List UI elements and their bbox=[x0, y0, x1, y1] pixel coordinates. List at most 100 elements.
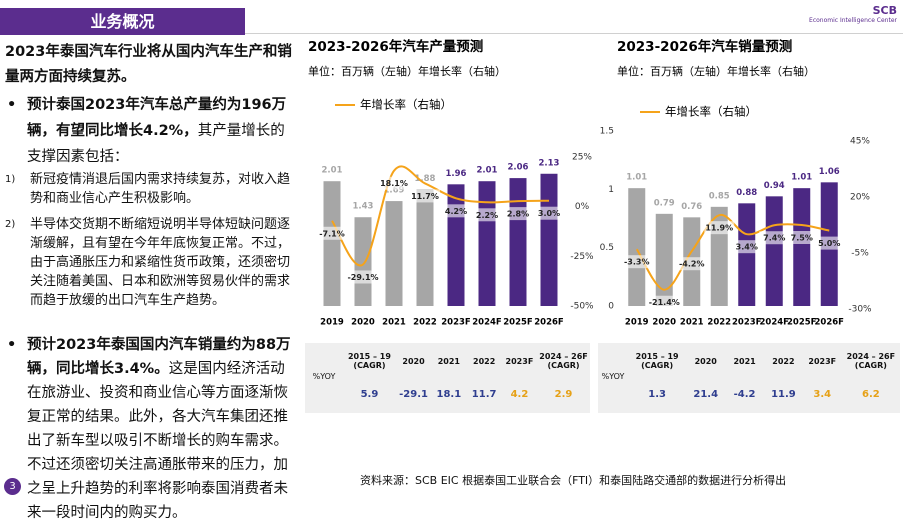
y-tick-label: 0.5 bbox=[600, 243, 614, 253]
row-label: %YOY bbox=[312, 371, 336, 381]
y-tick-label: 1.5 bbox=[600, 127, 614, 137]
bar bbox=[655, 213, 673, 306]
bar-value-label: 2.01 bbox=[322, 166, 343, 176]
list-item: 1) 新冠疫情消退后国内需求持续复苏，对收入趋势和商业信心产生积极影响。 bbox=[5, 170, 297, 208]
label-box bbox=[317, 226, 347, 240]
header-rule bbox=[245, 33, 903, 34]
y2-tick-label: -5% bbox=[851, 249, 869, 259]
y-tick-label: 0 bbox=[608, 302, 614, 312]
table-value: 5.9 bbox=[360, 388, 379, 400]
logo-subtitle: Economic Intelligence Center bbox=[809, 17, 897, 24]
x-tick-label: 2022 bbox=[413, 318, 437, 328]
x-tick-label: 2021 bbox=[680, 318, 704, 328]
label-box bbox=[621, 255, 652, 269]
table-value: 3.4 bbox=[813, 388, 832, 400]
x-tick-label: 2025F bbox=[503, 318, 533, 328]
growth-label: 7.4% bbox=[763, 234, 785, 243]
y2-tick-label: 45% bbox=[850, 137, 870, 147]
heading: 2023年泰国汽车行业将从国内汽车生产和销量两方面持续复苏。 bbox=[5, 44, 292, 85]
chart-title: 2023-2026年汽车销量预测 bbox=[617, 38, 792, 55]
column-header: 2023F bbox=[808, 356, 837, 366]
x-tick-label: 2026F bbox=[534, 318, 564, 328]
x-tick-label: 2023F bbox=[441, 318, 471, 328]
chart-subtitle: 单位：百万辆（左轴）年增长率（右轴） bbox=[308, 64, 506, 78]
bar bbox=[416, 189, 434, 306]
bar-value-label: 1.06 bbox=[819, 167, 840, 177]
label-box bbox=[472, 208, 502, 222]
bar bbox=[628, 188, 646, 306]
table-value: 21.4 bbox=[693, 388, 719, 400]
growth-label: 18.1% bbox=[380, 179, 408, 188]
bullet: • 预计2023年泰国国内汽车销量约为88万辆，同比增长3.4%。这是国内经济活动… bbox=[5, 333, 295, 525]
bar bbox=[509, 178, 527, 306]
section-title: 业务概况 bbox=[0, 8, 245, 35]
y2-tick-label: 25% bbox=[572, 153, 592, 163]
label-box bbox=[410, 189, 440, 203]
list-item: 2) 半导体交货期不断缩短说明半导体短缺问题逐渐缓解，且有望在今年年底恢复正常。不… bbox=[5, 215, 297, 310]
label-box bbox=[676, 257, 707, 271]
table-value: 11.7 bbox=[471, 388, 497, 400]
table-value: 2.9 bbox=[554, 388, 573, 400]
label-box bbox=[649, 295, 680, 309]
y-tick-label: 1 bbox=[608, 185, 614, 195]
chart-subtitle: 单位：百万辆（左轴）年增长率（右轴） bbox=[617, 64, 815, 78]
table-value: 18.1 bbox=[436, 388, 462, 400]
bar-value-label: 0.85 bbox=[709, 191, 730, 201]
growth-label: 11.7% bbox=[411, 192, 439, 201]
y2-tick-label: -50% bbox=[570, 302, 594, 312]
bar-value-label: 2.06 bbox=[508, 163, 529, 173]
label-box bbox=[814, 236, 845, 250]
label-box bbox=[731, 240, 762, 254]
item-text: 新冠疫情消退后国内需求持续复苏，对收入趋势和商业信心产生积极影响。 bbox=[30, 172, 291, 206]
column-header: 2015 – 19 (CAGR) bbox=[347, 352, 391, 370]
bar bbox=[765, 196, 783, 306]
label-box bbox=[503, 207, 533, 221]
x-tick-label: 2020 bbox=[652, 318, 676, 328]
growth-label: 7.5% bbox=[791, 234, 813, 243]
item-marker: 2) bbox=[5, 219, 16, 230]
bar bbox=[738, 203, 756, 306]
column-header: 2023F bbox=[505, 356, 534, 366]
growth-label: 11.9% bbox=[705, 224, 733, 233]
page-number: 3 bbox=[4, 478, 21, 495]
bar bbox=[447, 184, 465, 306]
table-value: 1.3 bbox=[648, 388, 666, 400]
column-header: 2022 bbox=[473, 356, 496, 366]
item-marker: 1) bbox=[5, 174, 16, 185]
x-tick-label: 2019 bbox=[320, 318, 344, 328]
table-value: 11.9 bbox=[771, 388, 796, 400]
item-text: 半导体交货期不断缩短说明半导体短缺问题逐渐缓解，且有望在今年年底恢复正常。不过，… bbox=[30, 217, 291, 308]
bar bbox=[385, 201, 403, 306]
bullet-bold: 预计泰国2023年汽车总产量约为196万辆，有望同比增长4.2%， bbox=[27, 97, 287, 139]
x-tick-label: 2020 bbox=[351, 318, 375, 328]
y2-tick-label: 0% bbox=[575, 202, 590, 212]
chart-title: 2023-2026年汽车产量预测 bbox=[308, 38, 483, 55]
growth-label: -3.3% bbox=[624, 258, 650, 267]
column-header: 2024 – 26F (CAGR) bbox=[539, 352, 588, 370]
source: 资料来源：SCB EIC 根据泰国工业联合会（FTI）和泰国陆路交通部的数据进行… bbox=[360, 474, 787, 487]
column-header: 2020 bbox=[694, 356, 717, 366]
bar-value-label: 1.43 bbox=[353, 202, 374, 212]
bar-value-label: 1.01 bbox=[626, 173, 647, 183]
table-value: -29.1 bbox=[399, 388, 428, 400]
bar bbox=[354, 217, 372, 306]
x-tick-label: 2023F bbox=[732, 318, 762, 328]
x-tick-label: 2026F bbox=[815, 318, 845, 328]
bullet-bold: 预计2023年泰国国内汽车销量约为88万辆，同比增长3.4%。 bbox=[27, 337, 291, 377]
growth-label: 3.4% bbox=[736, 243, 758, 252]
growth-label: 3.0% bbox=[538, 209, 560, 218]
x-tick-label: 2024F bbox=[760, 318, 790, 328]
x-tick-label: 2024F bbox=[472, 318, 502, 328]
column-header: 2015 – 19 (CAGR) bbox=[635, 352, 679, 370]
column-header: 2024 – 26F (CAGR) bbox=[846, 352, 896, 370]
bar-value-label: 0.79 bbox=[654, 198, 675, 208]
label-box bbox=[441, 204, 471, 218]
growth-label: 2.2% bbox=[476, 211, 498, 220]
label-box bbox=[786, 231, 817, 244]
bar bbox=[793, 188, 811, 306]
bullet-text: 这是国内经济活动在旅游业、投资和商业信心等方面逐渐恢复正常的结果。此外，各大汽车… bbox=[27, 361, 288, 521]
growth-label: 4.2% bbox=[445, 207, 467, 216]
x-tick-label: 2022 bbox=[707, 318, 731, 328]
growth-line bbox=[331, 165, 550, 267]
bar-value-label: 0.88 bbox=[736, 188, 757, 198]
